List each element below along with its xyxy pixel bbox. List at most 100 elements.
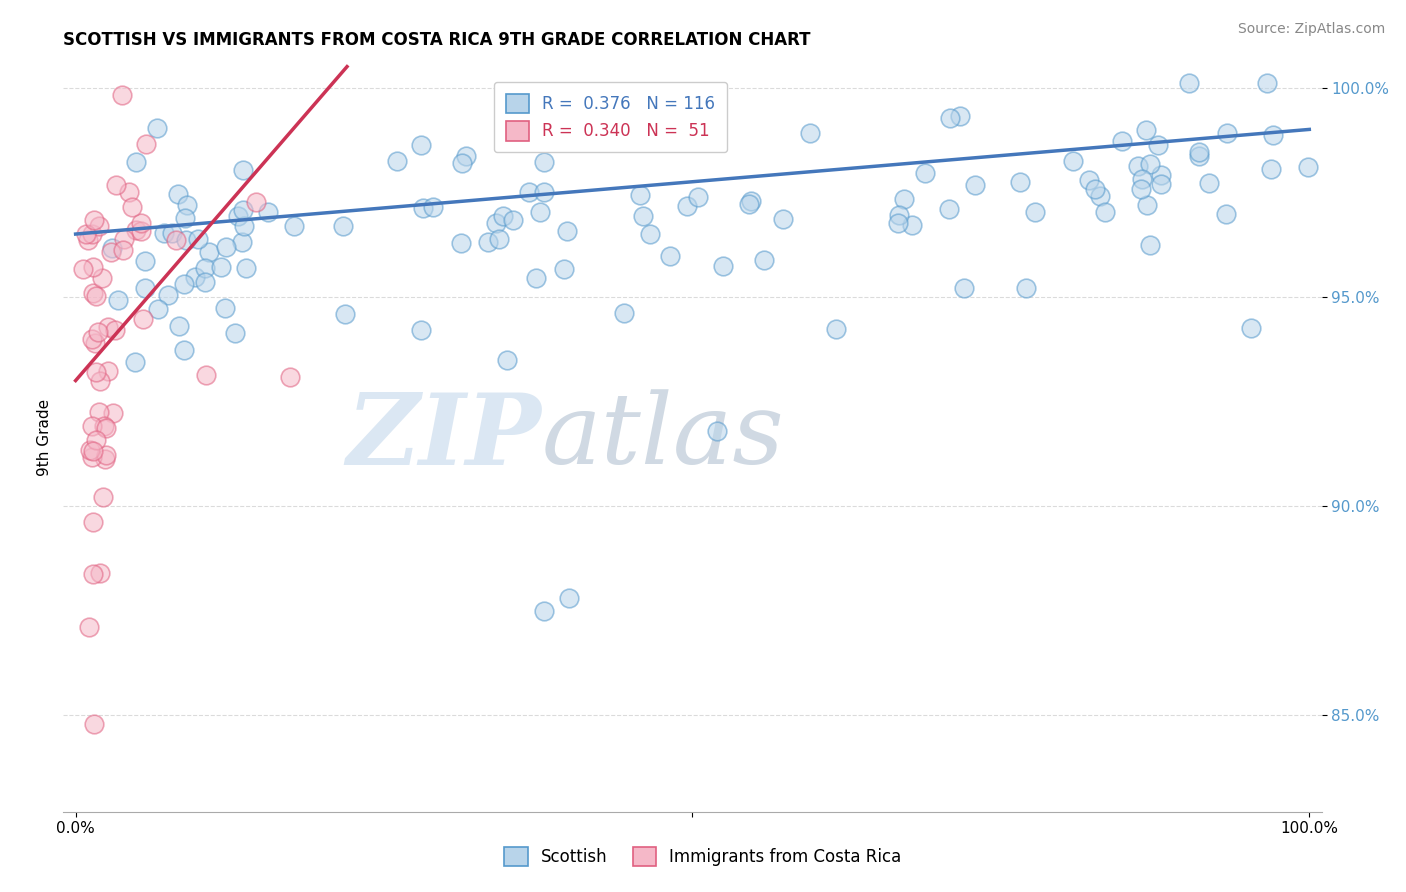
Point	[949, 110, 972, 124]
Point	[496, 352, 519, 367]
Point	[1260, 161, 1282, 176]
Point	[533, 155, 555, 169]
Point	[94, 451, 117, 466]
Point	[1216, 126, 1239, 140]
Point	[533, 604, 555, 618]
Point	[89, 566, 111, 580]
Point	[129, 224, 152, 238]
Point	[1178, 76, 1201, 90]
Point	[738, 196, 761, 211]
Text: atlas: atlas	[541, 390, 785, 484]
Point	[953, 281, 976, 295]
Point	[409, 138, 432, 153]
Point	[121, 200, 143, 214]
Point	[1139, 238, 1161, 252]
Point	[101, 406, 124, 420]
Point	[422, 200, 444, 214]
Point	[492, 210, 515, 224]
Point	[1256, 77, 1278, 91]
Point	[558, 591, 581, 606]
Point	[555, 224, 578, 238]
Point	[633, 209, 655, 223]
Point	[83, 213, 105, 227]
Point	[232, 163, 254, 178]
Point	[706, 424, 728, 438]
Point	[87, 325, 110, 339]
Point	[688, 190, 710, 204]
Point	[233, 219, 256, 233]
Point	[1088, 188, 1111, 202]
Point	[454, 149, 477, 163]
Point	[105, 178, 128, 192]
Point	[194, 368, 217, 382]
Point	[1188, 145, 1211, 159]
Point	[153, 226, 176, 240]
Point	[100, 244, 122, 259]
Point	[125, 223, 148, 237]
Point	[82, 285, 104, 300]
Text: Source: ZipAtlas.com: Source: ZipAtlas.com	[1237, 22, 1385, 37]
Point	[97, 364, 120, 378]
Point	[450, 236, 472, 251]
Point	[887, 208, 910, 222]
Point	[901, 218, 924, 232]
Point	[517, 185, 540, 199]
Point	[132, 312, 155, 326]
Point	[1150, 178, 1173, 192]
Point	[385, 153, 408, 168]
Point	[332, 219, 354, 233]
Point	[176, 198, 198, 212]
Point	[104, 323, 127, 337]
Point	[893, 192, 915, 206]
Point	[82, 443, 104, 458]
Point	[112, 244, 135, 258]
Point	[235, 260, 257, 275]
Point	[135, 136, 157, 151]
Point	[740, 194, 762, 208]
Point	[167, 318, 190, 333]
Point	[96, 421, 118, 435]
Point	[77, 233, 100, 247]
Point	[754, 252, 776, 267]
Point	[485, 216, 508, 230]
Point	[134, 281, 156, 295]
Point	[1094, 204, 1116, 219]
Point	[1188, 149, 1211, 163]
Point	[1215, 207, 1237, 221]
Point	[1129, 182, 1152, 196]
Point	[226, 209, 249, 223]
Point	[1024, 204, 1046, 219]
Point	[91, 271, 114, 285]
Point	[125, 154, 148, 169]
Point	[77, 620, 100, 634]
Point	[1240, 321, 1263, 335]
Point	[124, 355, 146, 369]
Point	[107, 293, 129, 307]
Point	[82, 515, 104, 529]
Point	[87, 219, 110, 233]
Point	[1010, 175, 1032, 189]
Point	[72, 261, 94, 276]
Point	[1263, 128, 1285, 142]
Legend: Scottish, Immigrants from Costa Rica: Scottish, Immigrants from Costa Rica	[498, 840, 908, 873]
Point	[194, 275, 217, 289]
Point	[1130, 172, 1153, 186]
Point	[82, 450, 104, 464]
Point	[640, 227, 662, 242]
Point	[157, 287, 180, 301]
Text: SCOTTISH VS IMMIGRANTS FROM COSTA RICA 9TH GRADE CORRELATION CHART: SCOTTISH VS IMMIGRANTS FROM COSTA RICA 9…	[63, 31, 811, 49]
Point	[939, 111, 962, 125]
Point	[886, 216, 908, 230]
Point	[214, 240, 236, 254]
Point	[173, 277, 195, 291]
Point	[84, 365, 107, 379]
Y-axis label: 9th Grade: 9th Grade	[37, 399, 52, 475]
Point	[165, 233, 187, 247]
Point	[86, 288, 108, 302]
Legend: R =  0.376   N = 116, R =  0.340   N =  51: R = 0.376 N = 116, R = 0.340 N = 51	[494, 82, 727, 153]
Point	[613, 306, 636, 320]
Point	[209, 260, 232, 274]
Point	[173, 343, 195, 357]
Text: ZIP: ZIP	[346, 389, 541, 485]
Point	[194, 261, 217, 276]
